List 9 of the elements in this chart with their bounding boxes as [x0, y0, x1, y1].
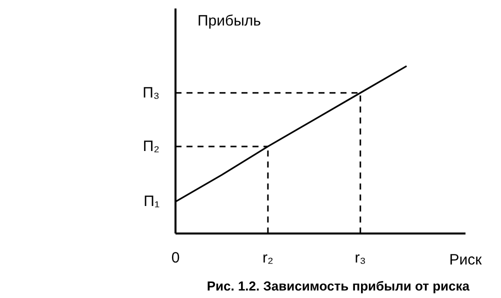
ref-line-label: П₂ [142, 138, 160, 155]
x-tick-label: 0 [171, 250, 180, 266]
x-tick-label: r₃ [354, 250, 366, 266]
y-axis-title: Прибыль [198, 12, 262, 30]
text: Рис. 1.2. Зависимость прибыли от риска [206, 278, 470, 294]
annotation: П₁ [144, 193, 160, 210]
x-axis-title: Риск [449, 252, 482, 268]
ref-line-label: П₃ [142, 84, 160, 102]
x-tick-label: r₂ [262, 250, 274, 266]
